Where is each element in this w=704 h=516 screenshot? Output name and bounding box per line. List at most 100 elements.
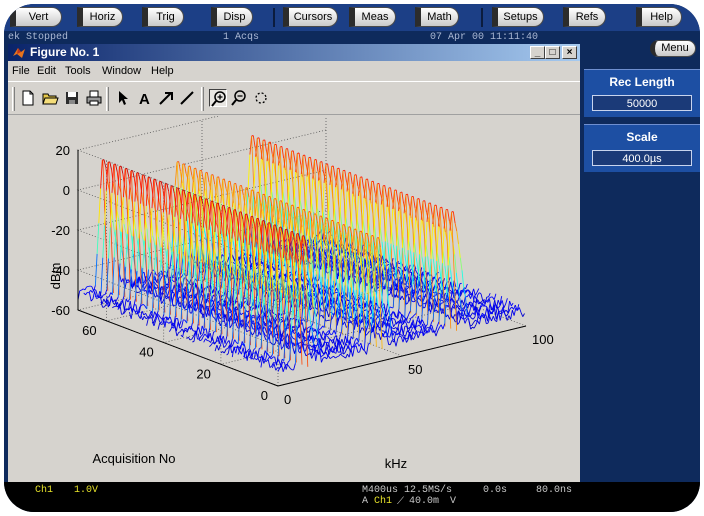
spectrum-trace bbox=[304, 155, 307, 167]
spectrum-trace bbox=[153, 281, 157, 285]
spectrum-trace bbox=[177, 187, 181, 196]
spectrum-trace bbox=[179, 326, 182, 329]
spectrum-trace bbox=[397, 262, 400, 265]
spectrum-trace bbox=[401, 191, 405, 204]
spectrum-trace bbox=[235, 183, 239, 193]
zoom-in-icon[interactable] bbox=[209, 89, 227, 107]
arrow-pointer-icon[interactable] bbox=[114, 89, 132, 107]
horiz-button[interactable]: Horiz bbox=[77, 7, 123, 27]
spectrum-trace bbox=[472, 316, 476, 320]
spectrum-trace bbox=[212, 309, 215, 311]
spectrum-trace bbox=[322, 330, 326, 335]
spectrum-trace bbox=[177, 322, 181, 329]
vert-button[interactable]: Vert bbox=[10, 7, 62, 27]
spectrum-trace bbox=[193, 181, 196, 201]
rec-length-value[interactable]: 50000 bbox=[592, 95, 692, 111]
math-button[interactable]: Math bbox=[415, 7, 459, 27]
spectrum-trace bbox=[212, 174, 216, 185]
spectrum-trace bbox=[111, 164, 115, 193]
spectrum-trace bbox=[180, 242, 184, 259]
scale-value[interactable]: 400.0µs bbox=[592, 150, 692, 166]
spectrum-trace bbox=[277, 268, 280, 271]
spectrum-trace bbox=[151, 179, 155, 209]
help-button[interactable]: Help bbox=[636, 7, 682, 27]
spectrum-trace bbox=[253, 215, 256, 251]
spectrum-trace bbox=[107, 302, 111, 308]
menu-tools[interactable]: Tools bbox=[65, 65, 91, 77]
new-file-icon[interactable] bbox=[19, 89, 37, 107]
menu-file[interactable]: File bbox=[12, 65, 30, 77]
arrow-icon[interactable] bbox=[157, 89, 175, 107]
spectrum-trace bbox=[278, 271, 281, 279]
spectrum-trace bbox=[94, 295, 98, 298]
meas-button[interactable]: Meas bbox=[349, 7, 396, 27]
spectrum-trace bbox=[278, 359, 281, 366]
spectrum-trace bbox=[157, 315, 160, 321]
spectrum-trace bbox=[178, 187, 182, 223]
spectrum-trace bbox=[307, 283, 310, 285]
spectrum-trace bbox=[416, 271, 419, 276]
open-folder-icon[interactable] bbox=[41, 89, 59, 107]
spectrum-trace bbox=[126, 199, 130, 235]
spectrum-trace bbox=[343, 335, 346, 345]
spectrum-trace bbox=[391, 262, 395, 270]
matlab-logo-icon bbox=[13, 48, 25, 58]
spectrum-stem bbox=[119, 166, 126, 298]
line-icon[interactable] bbox=[178, 89, 196, 107]
spectrum-trace bbox=[148, 282, 151, 289]
spectrum-trace bbox=[149, 177, 152, 185]
spectrum-trace bbox=[245, 350, 249, 354]
spectrum-trace bbox=[117, 303, 121, 310]
text-a-icon[interactable]: A bbox=[135, 89, 153, 108]
cursors-button[interactable]: Cursors bbox=[283, 7, 338, 27]
spectrum-trace bbox=[137, 172, 141, 181]
menu-window[interactable]: Window bbox=[102, 65, 142, 77]
spectrum-trace bbox=[356, 220, 360, 231]
print-icon[interactable] bbox=[85, 89, 103, 107]
spectrum-trace bbox=[216, 306, 219, 320]
spectrum-trace bbox=[108, 292, 112, 298]
spectrum-trace bbox=[289, 278, 293, 282]
spectrum-trace bbox=[138, 286, 141, 291]
menu-edit[interactable]: Edit bbox=[37, 65, 56, 77]
save-icon[interactable] bbox=[63, 89, 81, 107]
spectrum-trace bbox=[207, 198, 210, 234]
disp-button[interactable]: Disp bbox=[211, 7, 253, 27]
spectrum-trace bbox=[84, 286, 88, 291]
rec-length-control[interactable]: Rec Length 50000 bbox=[584, 69, 700, 117]
menu-help[interactable]: Help bbox=[151, 65, 174, 77]
spectrum-trace bbox=[435, 205, 439, 217]
spectrum-trace bbox=[321, 182, 325, 218]
trig-button[interactable]: Trig bbox=[142, 7, 184, 27]
spectrum-trace bbox=[273, 362, 276, 364]
spectrum-trace bbox=[204, 230, 207, 239]
zoom-out-icon[interactable] bbox=[230, 89, 248, 107]
close-button[interactable]: × bbox=[562, 46, 577, 59]
spectrum-trace bbox=[169, 242, 173, 253]
spectrum-stem bbox=[171, 186, 177, 317]
spectrum-trace bbox=[363, 265, 367, 267]
spectrum-trace bbox=[474, 295, 477, 300]
refs-button[interactable]: Refs bbox=[563, 7, 606, 27]
spectrum-trace bbox=[152, 311, 156, 319]
spectrum-trace bbox=[401, 322, 405, 326]
figure-title-bar[interactable]: Figure No. 1 _ □ × bbox=[8, 44, 580, 61]
spectrum-trace bbox=[397, 266, 401, 269]
spectrum-trace bbox=[277, 146, 281, 166]
setups-button[interactable]: Setups bbox=[492, 7, 544, 27]
spectrum-trace bbox=[471, 317, 474, 320]
spectrum-stem bbox=[182, 190, 189, 322]
menu-button[interactable]: Menu bbox=[650, 40, 696, 57]
spectrum-trace bbox=[307, 353, 310, 356]
maximize-button[interactable]: □ bbox=[545, 46, 560, 59]
waterfall-plot: 200-20-40-600204060050100dBmAcquisition … bbox=[48, 116, 554, 471]
spectrum-trace bbox=[312, 159, 315, 179]
scale-control[interactable]: Scale 400.0µs bbox=[584, 124, 700, 172]
spectrum-trace bbox=[255, 267, 258, 270]
spectrum-trace bbox=[169, 281, 172, 318]
rotate-icon[interactable] bbox=[252, 89, 270, 107]
spectrum-trace bbox=[320, 325, 323, 329]
matlab-figure-window: Figure No. 1 _ □ × File Edit Tools Windo… bbox=[8, 44, 580, 482]
minimize-button[interactable]: _ bbox=[530, 46, 545, 59]
spectrum-trace bbox=[328, 210, 332, 226]
